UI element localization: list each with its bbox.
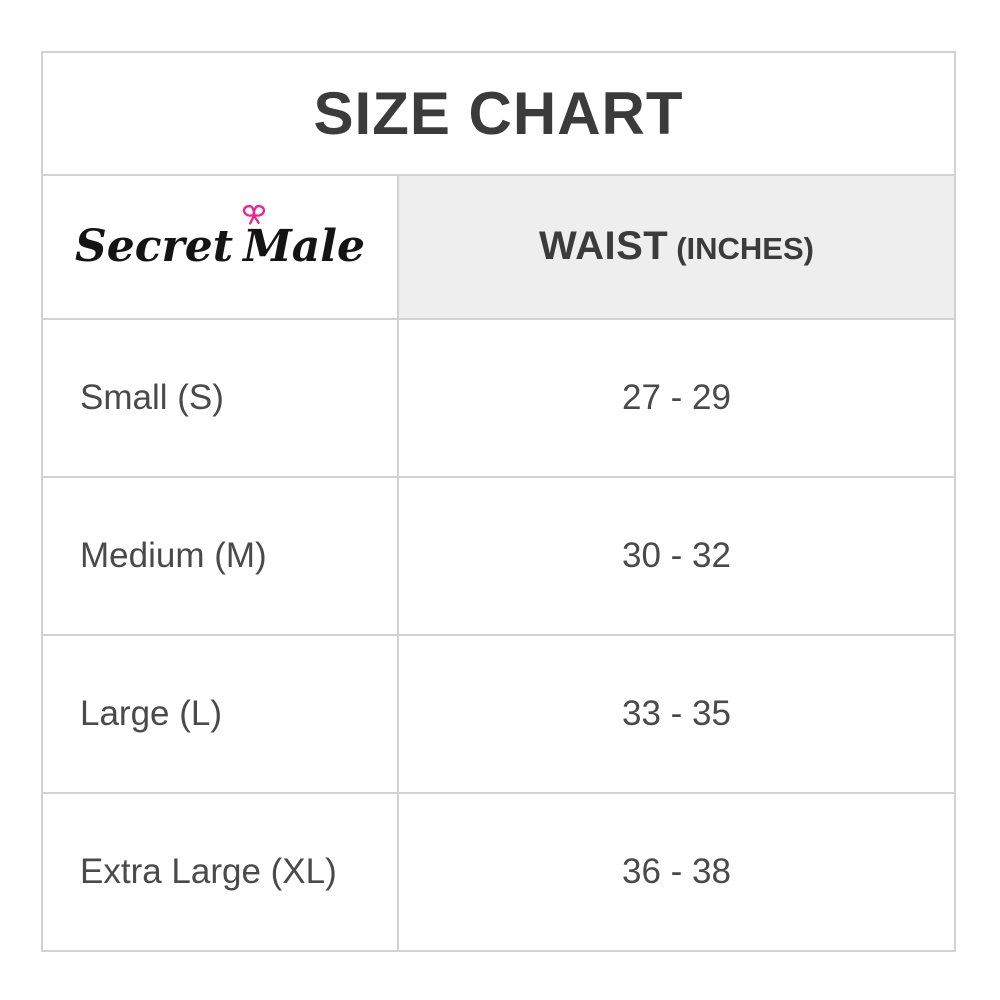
page-title: SIZE CHART (41, 51, 956, 176)
brand-word-secret: Secret (75, 221, 234, 273)
brand-logo: Secret Male (41, 173, 399, 320)
size-label: Small (S) (41, 317, 399, 478)
header-row: Secret Male WAIST (INCHES) (41, 173, 956, 320)
waist-column-header: WAIST (INCHES) (397, 173, 956, 320)
waist-value: 27 - 29 (397, 317, 956, 478)
table-row: Large (L) 33 - 35 (41, 633, 956, 794)
size-label: Medium (M) (41, 475, 399, 636)
waist-header-label: WAIST (539, 224, 669, 269)
waist-value: 33 - 35 (397, 633, 956, 794)
size-chart-table: SIZE CHART Secret Male (41, 51, 956, 953)
brand-logo-text: Secret Male (75, 205, 365, 273)
size-label: Large (L) (41, 633, 399, 794)
waist-value: 30 - 32 (397, 475, 956, 636)
brand-word-male: Male (242, 205, 365, 272)
title-row: SIZE CHART (41, 51, 956, 176)
table-row: Small (S) 27 - 29 (41, 317, 956, 478)
waist-header-unit: (INCHES) (676, 231, 814, 267)
waist-value: 36 - 38 (397, 791, 956, 953)
table-row: Medium (M) 30 - 32 (41, 475, 956, 636)
bow-icon (242, 205, 266, 225)
size-label: Extra Large (XL) (41, 791, 399, 953)
table-row: Extra Large (XL) 36 - 38 (41, 791, 956, 953)
